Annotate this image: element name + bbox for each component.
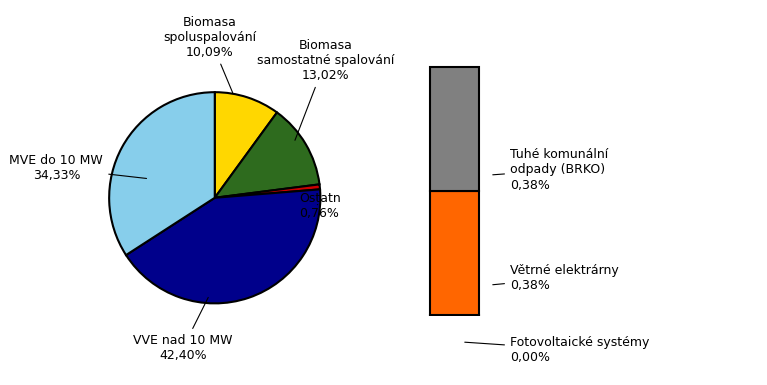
Text: VVE nad 10 MW
42,40%: VVE nad 10 MW 42,40% bbox=[133, 298, 233, 362]
Text: Biomasa
samostatné spalování
13,02%: Biomasa samostatné spalování 13,02% bbox=[257, 39, 394, 140]
Bar bbox=[430, 67, 479, 191]
Text: Tuhé komunální
odpady (BRKO)
0,38%: Tuhé komunální odpady (BRKO) 0,38% bbox=[492, 149, 608, 191]
Wedge shape bbox=[126, 189, 321, 303]
Text: Větrné elektrárny
0,38%: Větrné elektrárny 0,38% bbox=[492, 264, 619, 292]
Text: MVE do 10 MW
34,33%: MVE do 10 MW 34,33% bbox=[9, 154, 146, 182]
Wedge shape bbox=[215, 112, 320, 198]
Bar bbox=[430, 191, 479, 315]
Wedge shape bbox=[215, 184, 320, 198]
Text: Biomasa
spoluspalování
10,09%: Biomasa spoluspalování 10,09% bbox=[163, 16, 256, 93]
Wedge shape bbox=[215, 92, 277, 198]
Text: Fotovoltaické systémy
0,00%: Fotovoltaické systémy 0,00% bbox=[465, 336, 650, 364]
Text: Ostatn
0,76%: Ostatn 0,76% bbox=[299, 192, 341, 220]
Wedge shape bbox=[109, 92, 215, 255]
